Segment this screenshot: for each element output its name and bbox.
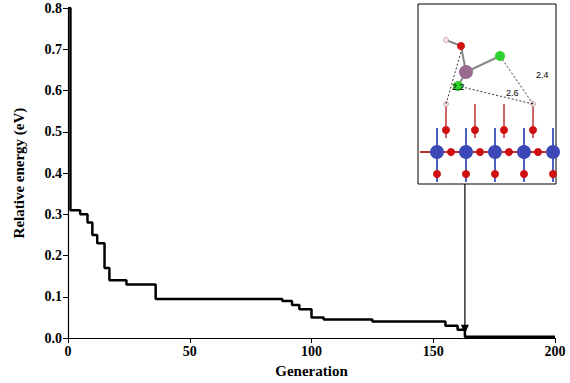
svg-text:200: 200: [545, 344, 566, 359]
svg-text:0.1: 0.1: [45, 289, 63, 304]
svg-text:Relative energy (eV): Relative energy (eV): [11, 108, 28, 239]
svg-text:0.8: 0.8: [45, 1, 63, 16]
svg-text:0.4: 0.4: [45, 166, 63, 181]
svg-text:0.7: 0.7: [45, 42, 63, 57]
svg-text:0.6: 0.6: [45, 83, 63, 98]
svg-text:0.0: 0.0: [45, 331, 63, 346]
svg-text:2.6: 2.6: [506, 88, 519, 98]
svg-text:Generation: Generation: [275, 363, 348, 379]
svg-text:0: 0: [65, 344, 72, 359]
svg-text:2.4: 2.4: [536, 70, 549, 80]
svg-text:0.5: 0.5: [45, 124, 63, 139]
svg-text:0.3: 0.3: [45, 207, 63, 222]
svg-text:150: 150: [423, 344, 444, 359]
svg-text:100: 100: [301, 344, 322, 359]
svg-text:50: 50: [183, 344, 197, 359]
svg-text:0.2: 0.2: [45, 248, 63, 263]
svg-text:2.2: 2.2: [452, 82, 465, 92]
